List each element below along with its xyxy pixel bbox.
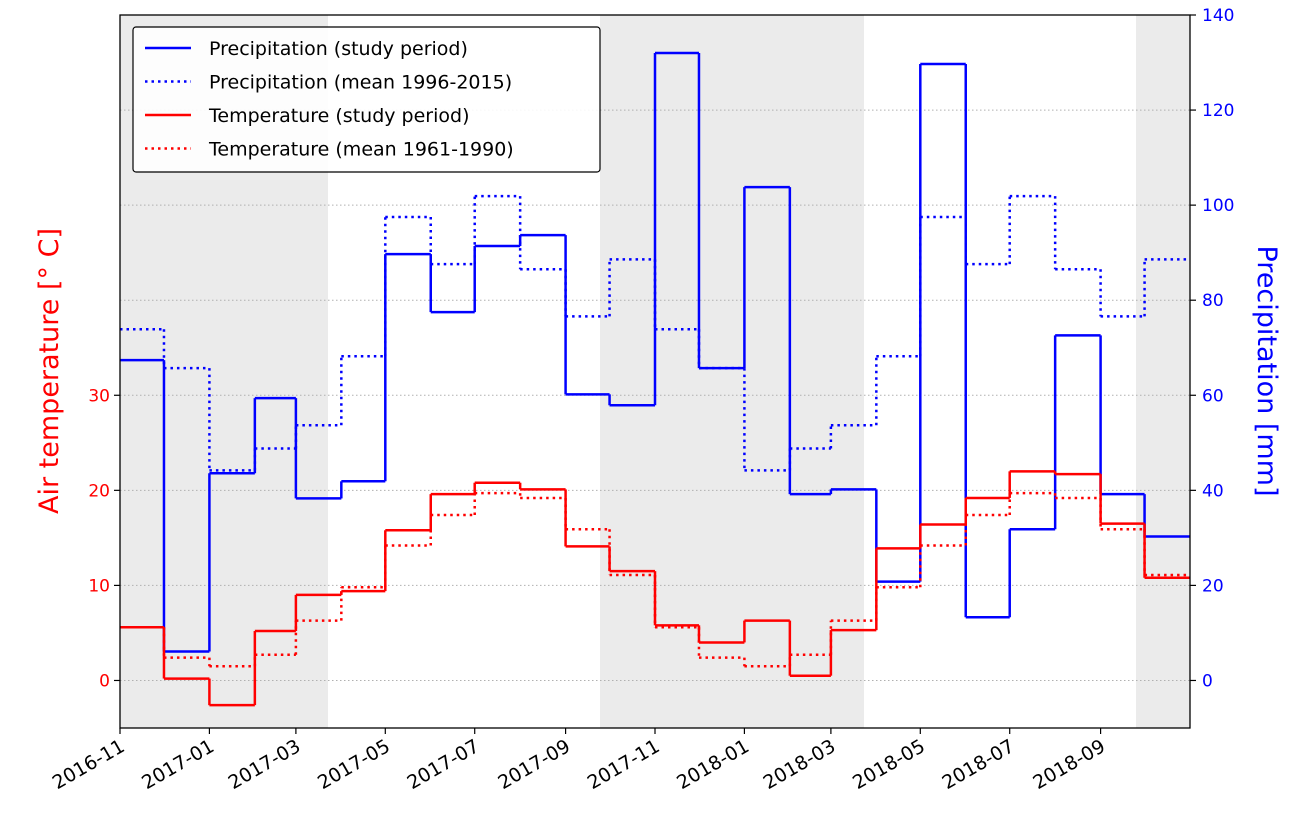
y2-tick-label: 0 [1202,671,1213,691]
series-layer [120,51,1190,707]
shade-band [600,15,864,728]
x-tick-label: 2018-07 [938,735,1018,794]
y-tick-label: 20 [88,481,110,501]
x-tick-label: 2016-11 [49,735,129,794]
y2-tick-label: 60 [1202,386,1224,406]
x-tick-label: 2017-09 [494,735,574,794]
y-tick-label: 10 [88,576,110,596]
x-tick-label: 2017-07 [403,735,483,794]
x-tick-label: 2017-01 [138,735,218,794]
y2-tick-label: 20 [1202,576,1224,596]
legend-label: Precipitation (mean 1996-2015) [209,72,512,94]
y-tick-label: 0 [99,671,110,691]
y2-tick-label: 100 [1202,196,1234,216]
y2-tick-label: 140 [1202,6,1234,26]
legend-label: Precipitation (study period) [209,38,468,60]
y2-tick-label: 120 [1202,101,1234,121]
x-tick-label: 2018-03 [760,735,840,794]
x-tick-label: 2018-05 [849,735,929,794]
legend-box [132,26,601,173]
y2-axis-label: Precipitation [mm] [1251,245,1282,496]
x-tick-label: 2018-01 [673,735,753,794]
shade-band [1136,15,1190,728]
y-tick-label: 30 [88,386,110,406]
x-tick-label: 2017-11 [584,735,664,794]
x-tick-label: 2018-09 [1029,735,1109,794]
y2-tick-label: 80 [1202,291,1224,311]
x-tick-label: 2017-05 [314,735,394,794]
legend-label: Temperature (study period) [208,105,469,127]
legend-label: Temperature (mean 1961-1990) [208,139,514,161]
y-axis-label: Air temperature [° C] [34,228,65,514]
x-tick-label: 2017-03 [225,735,305,794]
y2-tick-label: 40 [1202,481,1224,501]
